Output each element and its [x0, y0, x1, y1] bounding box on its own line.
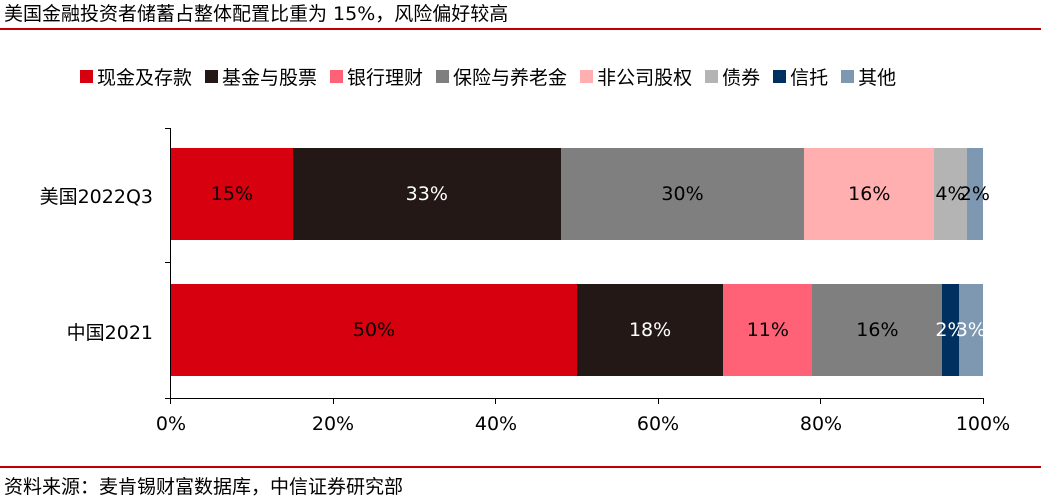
x-tick-label: 20%	[311, 413, 355, 435]
segment-value-label: 18%	[628, 319, 672, 341]
bar-segment: 2%	[935, 284, 966, 376]
bar-segment: 4%	[934, 148, 967, 240]
segment-value-label: 16%	[856, 319, 899, 341]
legend-item-insurance-pension: 保险与养老金	[436, 63, 567, 90]
y-axis	[170, 128, 171, 399]
y-axis-tick	[165, 398, 171, 399]
legend-swatch	[580, 69, 594, 83]
legend-item-bank-wealth: 银行理财	[330, 63, 423, 90]
legend-item-bonds: 债券	[705, 63, 760, 90]
x-tick-label: 40%	[474, 413, 518, 435]
x-axis-tick	[495, 398, 496, 404]
legend-label: 银行理财	[347, 66, 424, 89]
x-tick-label: 0%	[155, 413, 187, 435]
legend-label: 保险与养老金	[453, 66, 568, 89]
legend-swatch	[773, 69, 787, 83]
category-label-china: 中国2021	[66, 322, 153, 344]
bar-segment: 16%	[812, 284, 943, 376]
legend-label: 现金及存款	[97, 66, 193, 89]
y-axis-tick	[165, 128, 171, 129]
category-label-us: 美国2022Q3	[39, 186, 153, 208]
segment-value-label: 30%	[661, 183, 704, 205]
source-note: 资料来源：麦肯锡财富数据库，中信证券研究部	[4, 476, 404, 498]
legend-label: 信托	[790, 66, 829, 89]
legend-item-private-equity: 非公司股权	[580, 63, 692, 90]
x-axis-tick	[820, 398, 821, 404]
x-tick-label: 100%	[955, 413, 1011, 435]
segment-value-label: 2%	[959, 183, 990, 205]
bar-segment: 16%	[804, 148, 935, 240]
legend-swatch	[205, 69, 219, 83]
bar-segment: 18%	[577, 284, 724, 376]
x-axis	[170, 398, 984, 399]
legend-item-funds-stocks: 基金与股票	[205, 63, 317, 90]
legend-label: 债券	[722, 66, 761, 89]
legend: 现金及存款 基金与股票 银行理财 保险与养老金 非公司股权 债券 信托 其他	[80, 63, 909, 90]
legend-swatch	[705, 69, 719, 83]
bar-segment: 30%	[560, 148, 805, 240]
legend-swatch	[841, 69, 855, 83]
legend-swatch	[330, 69, 344, 83]
x-tick-label: 80%	[799, 413, 843, 435]
bar-us-2022q3: 15% 33% 30% 16% 4% 2%	[171, 148, 990, 240]
bar-china-2021: 50% 18% 11% 16% 2% 3%	[171, 284, 986, 376]
legend-label: 其他	[858, 66, 897, 89]
segment-value-label: 2%	[935, 319, 966, 341]
segment-value-label: 33%	[405, 183, 448, 205]
x-axis-tick	[170, 398, 171, 404]
x-axis-tick	[983, 398, 984, 404]
segment-value-label: 16%	[848, 183, 891, 205]
bar-segment: 15%	[171, 148, 293, 240]
segment-value-label: 15%	[210, 183, 254, 205]
bar-segment: 2%	[960, 148, 990, 240]
legend-item-cash: 现金及存款	[80, 63, 192, 90]
bar-segment: 3%	[955, 284, 986, 376]
y-axis-tick	[165, 262, 171, 263]
x-tick-label: 60%	[636, 413, 680, 435]
legend-swatch	[80, 69, 93, 83]
x-axis-tick	[658, 398, 659, 404]
segment-value-label: 11%	[746, 319, 789, 341]
segment-value-label: 3%	[955, 319, 986, 341]
legend-label: 基金与股票	[222, 66, 318, 89]
bar-segment: 50%	[171, 284, 577, 376]
bar-segment: 11%	[723, 284, 813, 376]
legend-label: 非公司股权	[597, 66, 693, 89]
legend-item-trust: 信托	[773, 63, 828, 90]
footer-divider	[0, 466, 1041, 468]
legend-swatch	[436, 69, 450, 83]
title-divider	[0, 28, 1041, 30]
chart-title: 美国金融投资者储蓄占整体配置比重为 15%，风险偏好较高	[4, 3, 509, 25]
bar-segment: 33%	[292, 148, 561, 240]
segment-value-label: 4%	[935, 183, 966, 205]
x-axis-tick	[333, 398, 334, 404]
legend-item-other: 其他	[841, 63, 896, 90]
segment-value-label: 50%	[352, 319, 396, 341]
